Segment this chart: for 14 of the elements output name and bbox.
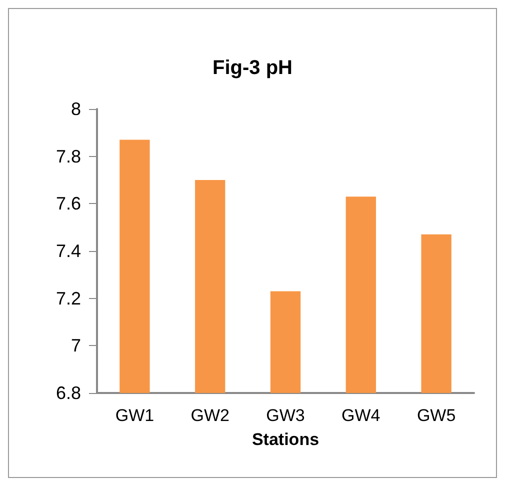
y-tick-label: 7.4 [56, 241, 81, 261]
y-tick-label: 7 [70, 336, 81, 356]
y-tick-label: 7.6 [56, 194, 81, 214]
x-tick-label: GW2 [190, 406, 230, 425]
y-tick-label: 7.2 [56, 288, 81, 308]
y-tick-label: 6.8 [56, 383, 81, 403]
x-axis-title: Stations [252, 430, 320, 449]
x-tick-label: GW5 [416, 406, 456, 425]
chart-title: Fig-3 pH [212, 57, 292, 79]
x-tick-label: GW1 [115, 406, 154, 425]
x-tick-label: GW4 [342, 406, 380, 425]
y-tick-label: 8 [70, 99, 81, 119]
y-tick-label: 7.8 [56, 146, 81, 166]
x-tick-label: GW3 [266, 406, 305, 425]
